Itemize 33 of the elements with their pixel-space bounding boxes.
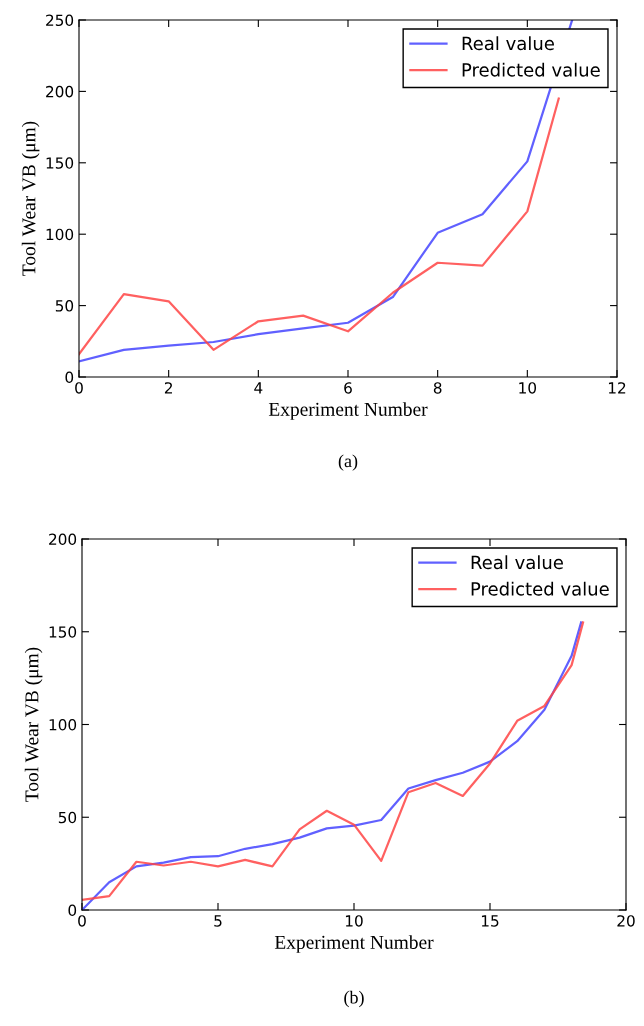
y-tick-label: 0 (65, 371, 74, 384)
x-axis-title: Experiment Number (268, 402, 428, 420)
legend-label: Predicted value (462, 62, 600, 77)
x-tick-label: 4 (254, 382, 263, 394)
y-tick-label: 150 (46, 157, 74, 169)
x-tick-label: 10 (345, 915, 363, 927)
line-series (79, 97, 560, 356)
x-axis-title: Experiment Number (274, 935, 434, 953)
y-tick-label: 0 (68, 904, 77, 917)
legend-label: Predicted value (471, 581, 609, 596)
x-tick-label: 5 (214, 915, 222, 927)
x-tick-label: 10 (519, 382, 537, 394)
text: (a) (338, 454, 358, 471)
y-tick-label: 200 (49, 533, 77, 546)
y-axis-title: Tool Wear VB (μm) (21, 121, 40, 276)
legend-label: Real value (462, 36, 554, 51)
x-tick-label: 2 (164, 382, 172, 394)
text: (b) (344, 990, 364, 1008)
x-tick-label: 6 (344, 382, 352, 394)
y-tick-label: 50 (55, 300, 74, 312)
y-tick-label: 100 (46, 228, 74, 241)
legend-label: Real value (471, 555, 563, 570)
y-tick-label: 100 (49, 718, 77, 731)
x-tick-label: 20 (617, 915, 635, 927)
y-tick-label: 50 (58, 811, 77, 824)
y-tick-label: 200 (46, 85, 74, 98)
x-tick-label: 15 (481, 915, 499, 927)
y-tick-label: 150 (49, 626, 77, 638)
y-axis-title: Tool Wear VB (μm) (24, 647, 43, 802)
y-tick-label: 250 (46, 14, 74, 27)
x-tick-label: 12 (608, 382, 626, 394)
x-tick-label: 0 (78, 915, 86, 927)
x-tick-label: 8 (433, 382, 442, 394)
